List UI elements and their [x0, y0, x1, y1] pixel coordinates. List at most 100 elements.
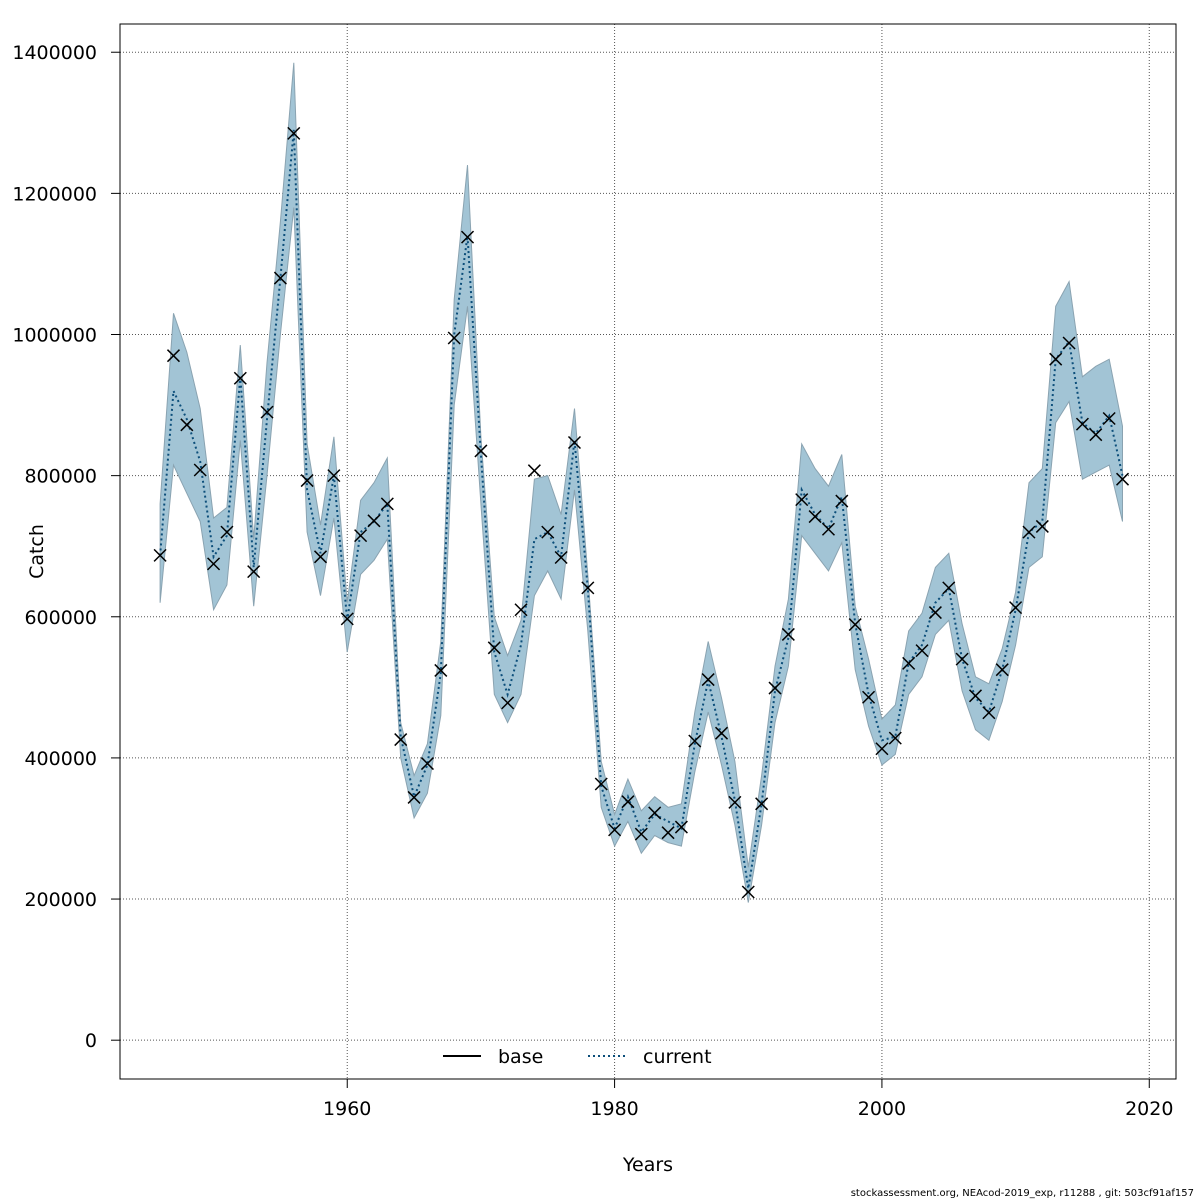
base-point-marker — [153, 548, 167, 562]
base-point-marker — [661, 826, 675, 840]
marker-stroke — [1116, 472, 1130, 486]
marker-stroke — [888, 731, 902, 745]
marker-stroke — [193, 463, 207, 477]
marker-stroke — [955, 652, 969, 666]
marker-stroke — [781, 627, 795, 641]
base-point-marker — [1049, 352, 1063, 366]
marker-stroke — [928, 606, 942, 620]
marker-stroke — [1102, 411, 1116, 426]
y-tick-label: 400000 — [24, 748, 97, 770]
marker-stroke — [728, 795, 742, 809]
base-point-marker — [1009, 601, 1023, 615]
y-tick-label: 200000 — [24, 889, 97, 911]
marker-stroke — [394, 733, 408, 747]
base-point-marker — [487, 641, 501, 655]
base-point-marker — [1089, 428, 1103, 442]
base-point-marker — [273, 271, 287, 285]
marker-stroke — [795, 493, 809, 507]
marker-stroke — [1035, 519, 1049, 533]
legend-current-label: current — [643, 1046, 712, 1068]
base-point-marker — [835, 494, 849, 508]
base-point-marker — [166, 349, 180, 363]
marker-stroke — [273, 271, 287, 285]
base-point-marker — [768, 681, 782, 695]
base-point-marker — [1062, 336, 1076, 350]
base-point-marker — [501, 696, 515, 710]
base-point-marker — [888, 731, 902, 745]
grid-lines — [120, 24, 1176, 1079]
base-point-marker — [287, 126, 301, 140]
base-point-marker — [741, 885, 755, 899]
base-point-marker — [942, 581, 956, 595]
marker-stroke — [287, 126, 301, 140]
marker-stroke — [661, 826, 675, 840]
base-point-marker — [634, 827, 648, 841]
base-point-marker — [340, 612, 354, 626]
marker-stroke — [567, 435, 582, 450]
marker-stroke — [968, 689, 983, 703]
base-point-marker — [928, 606, 942, 620]
marker-stroke — [380, 497, 394, 511]
marker-stroke — [848, 618, 862, 632]
base-point-marker — [795, 493, 809, 507]
base-point-marker — [367, 514, 381, 528]
y-tick-label: 0 — [85, 1030, 97, 1052]
base-point-marker — [233, 371, 247, 385]
base-point-marker — [380, 497, 394, 511]
marker-stroke — [354, 529, 368, 543]
base-point-marker — [674, 820, 688, 834]
marker-stroke — [153, 548, 167, 562]
base-point-marker — [621, 795, 635, 809]
marker-stroke — [755, 797, 769, 811]
marker-stroke — [608, 823, 622, 837]
marker-stroke — [340, 612, 354, 626]
marker-stroke — [260, 405, 274, 419]
y-tick-label: 1000000 — [12, 325, 97, 347]
marker-stroke — [714, 726, 729, 740]
marker-stroke — [501, 696, 515, 710]
marker-stroke — [594, 777, 608, 791]
marker-stroke — [982, 706, 996, 720]
base-point-marker — [755, 797, 769, 811]
marker-stroke — [220, 525, 234, 539]
marker-stroke — [808, 510, 822, 524]
y-axis-title: Catch — [26, 524, 48, 579]
base-point-marker — [461, 230, 475, 244]
marker-stroke — [327, 469, 341, 483]
marker-stroke — [995, 663, 1009, 677]
marker-stroke — [701, 673, 715, 687]
x-tick-label: 2000 — [858, 1098, 906, 1120]
base-point-marker — [915, 644, 929, 658]
marker-stroke — [367, 514, 381, 528]
y-tick-label: 800000 — [24, 466, 97, 488]
series-line-current — [159, 129, 1124, 889]
base-point-marker — [247, 565, 261, 579]
base-point-marker — [781, 627, 795, 641]
marker-stroke — [648, 806, 662, 820]
marker-stroke — [688, 734, 702, 748]
y-axis-ticks: 0 200000 400000 600000 800000 1000000 1200000 1… — [12, 42, 120, 1052]
base-point-marker — [514, 603, 528, 617]
base-point-marker — [594, 777, 608, 791]
base-point-marker — [808, 510, 822, 524]
confidence-band — [159, 62, 1123, 903]
marker-stroke — [875, 742, 889, 756]
base-point-marker — [180, 418, 194, 432]
y-tick-label: 1400000 — [12, 42, 97, 64]
base-point-marker — [207, 557, 221, 571]
marker-stroke — [233, 371, 247, 385]
base-point-marker — [902, 656, 916, 670]
marker-stroke — [674, 820, 688, 834]
footer-credit: stockassessment.org, NEAcod-2019_exp, r1… — [851, 1188, 1194, 1199]
marker-stroke — [407, 790, 421, 804]
base-point-marker — [260, 405, 274, 419]
base-point-marker — [701, 673, 715, 687]
marker-stroke — [581, 581, 595, 595]
marker-stroke — [741, 885, 755, 899]
x-tick-label: 1960 — [323, 1098, 371, 1120]
marker-stroke — [942, 581, 956, 595]
base-point-marker — [1022, 525, 1036, 539]
base-point-marker — [608, 823, 622, 837]
base-point-marker — [995, 663, 1009, 677]
base-point-marker — [407, 790, 421, 804]
